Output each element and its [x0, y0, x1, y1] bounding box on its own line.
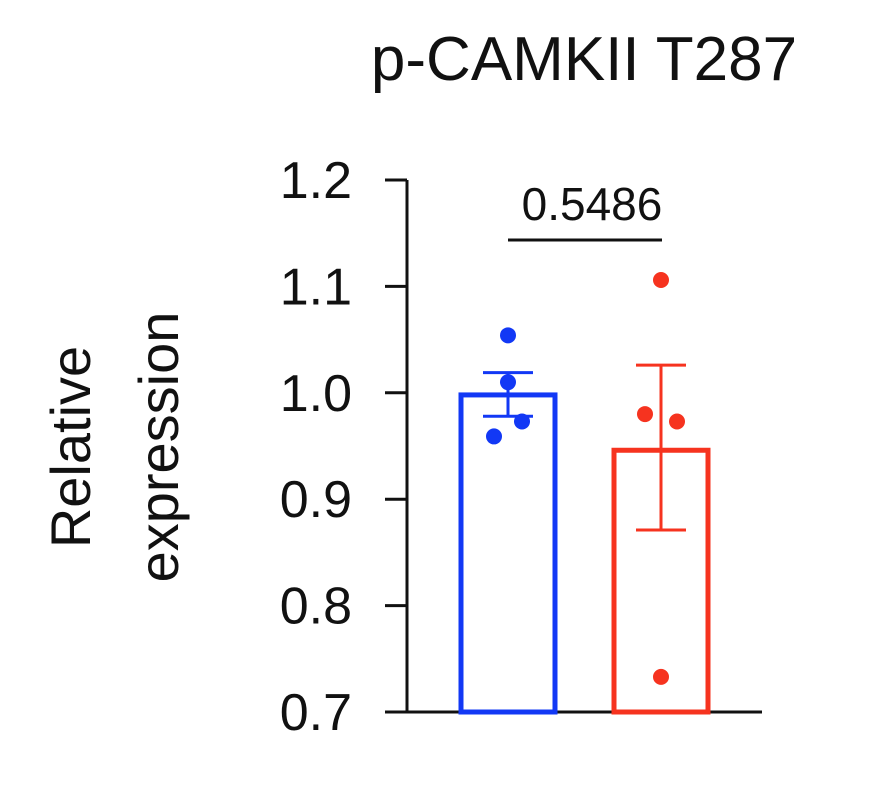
y-ticks: 0.7 0.8 0.9 1.0 1.1 1.2 [280, 152, 407, 742]
data-point [669, 413, 685, 430]
data-point [500, 374, 516, 391]
y-axis-label-line-2: expression [127, 312, 190, 583]
p-value-label: 0.5486 [522, 178, 663, 230]
data-point [486, 428, 502, 445]
data-point [514, 413, 530, 430]
y-tick-label: 1.2 [280, 152, 352, 210]
y-tick-label: 0.7 [280, 684, 352, 742]
data-point [500, 327, 516, 344]
bar-group-2 [611, 272, 711, 715]
y-axis-label-line-1: Relative [39, 346, 102, 548]
y-axis-label: Relative expression [39, 312, 190, 583]
y-tick-label: 0.9 [280, 471, 352, 529]
data-point [637, 406, 653, 423]
y-tick-label: 0.8 [280, 578, 352, 636]
bars [458, 272, 711, 715]
bar-group-1 [458, 327, 558, 715]
data-point [653, 272, 669, 289]
bar [458, 392, 558, 715]
data-point [653, 668, 669, 685]
chart-title: p-CAMKII T287 [371, 25, 797, 94]
y-tick-label: 1.1 [280, 258, 352, 316]
comparison: 0.5486 [508, 178, 663, 242]
y-tick-label: 1.0 [280, 365, 352, 423]
